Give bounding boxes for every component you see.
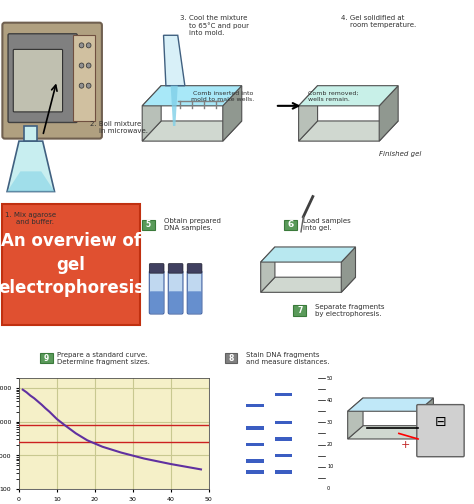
- FancyBboxPatch shape: [168, 271, 183, 314]
- Text: 2. Boil mixture
    in microwave.: 2. Boil mixture in microwave.: [90, 121, 148, 134]
- Text: 8: 8: [228, 354, 234, 363]
- Text: 6: 6: [287, 220, 293, 229]
- Circle shape: [86, 63, 91, 68]
- Polygon shape: [347, 426, 433, 439]
- FancyBboxPatch shape: [274, 470, 292, 474]
- Text: 30: 30: [327, 420, 333, 425]
- Polygon shape: [142, 121, 242, 141]
- Text: Load samples
into gel.: Load samples into gel.: [303, 218, 351, 231]
- Polygon shape: [24, 126, 37, 141]
- Text: 50: 50: [327, 375, 333, 381]
- Polygon shape: [299, 86, 318, 141]
- Polygon shape: [418, 398, 433, 439]
- FancyBboxPatch shape: [274, 420, 292, 424]
- Text: C: C: [192, 320, 197, 325]
- FancyBboxPatch shape: [8, 34, 77, 122]
- Text: 20: 20: [327, 442, 333, 447]
- Polygon shape: [7, 141, 55, 192]
- Polygon shape: [171, 86, 178, 126]
- FancyBboxPatch shape: [150, 291, 164, 313]
- FancyBboxPatch shape: [73, 35, 95, 121]
- Polygon shape: [142, 86, 242, 106]
- Text: 7: 7: [297, 306, 302, 315]
- Text: Comb removed;
wells remain.: Comb removed; wells remain.: [308, 91, 359, 101]
- Text: A: A: [154, 320, 159, 325]
- FancyBboxPatch shape: [2, 23, 102, 139]
- Polygon shape: [347, 398, 363, 439]
- Polygon shape: [261, 277, 356, 292]
- Text: B: B: [173, 320, 178, 325]
- FancyBboxPatch shape: [142, 220, 155, 230]
- FancyBboxPatch shape: [149, 271, 164, 314]
- FancyBboxPatch shape: [246, 459, 264, 463]
- FancyBboxPatch shape: [246, 443, 264, 447]
- FancyBboxPatch shape: [246, 426, 264, 430]
- Polygon shape: [261, 247, 275, 292]
- Polygon shape: [223, 86, 242, 141]
- FancyBboxPatch shape: [169, 291, 182, 313]
- FancyBboxPatch shape: [417, 405, 464, 457]
- Text: 0: 0: [327, 486, 330, 491]
- Text: 40: 40: [327, 398, 333, 403]
- FancyBboxPatch shape: [13, 49, 63, 112]
- FancyBboxPatch shape: [40, 353, 53, 363]
- Text: Finished gel: Finished gel: [379, 151, 421, 157]
- Polygon shape: [347, 398, 433, 411]
- FancyBboxPatch shape: [246, 404, 264, 408]
- FancyBboxPatch shape: [225, 353, 237, 363]
- FancyBboxPatch shape: [293, 305, 306, 316]
- Polygon shape: [299, 86, 398, 106]
- Polygon shape: [164, 35, 185, 86]
- Text: 1. Mix agarose
    and buffer.: 1. Mix agarose and buffer.: [5, 212, 56, 225]
- FancyBboxPatch shape: [274, 437, 292, 441]
- Text: +: +: [401, 440, 410, 450]
- Text: Separate fragments
by electrophoresis.: Separate fragments by electrophoresis.: [315, 304, 385, 318]
- Polygon shape: [299, 121, 398, 141]
- Polygon shape: [261, 247, 356, 262]
- Text: An overview of
gel
electrophoresis: An overview of gel electrophoresis: [0, 232, 144, 297]
- FancyBboxPatch shape: [187, 271, 202, 314]
- Text: 9: 9: [44, 354, 49, 363]
- FancyBboxPatch shape: [284, 220, 297, 230]
- Text: 4. Gel solidified at
    room temperature.: 4. Gel solidified at room temperature.: [341, 15, 417, 28]
- FancyBboxPatch shape: [168, 264, 183, 273]
- Polygon shape: [341, 247, 356, 292]
- FancyBboxPatch shape: [149, 264, 164, 273]
- Text: 10: 10: [327, 464, 333, 469]
- FancyBboxPatch shape: [187, 264, 202, 273]
- FancyBboxPatch shape: [246, 470, 264, 474]
- FancyBboxPatch shape: [188, 291, 201, 313]
- Circle shape: [86, 43, 91, 48]
- Text: Comb inserted into
mold to make wells.: Comb inserted into mold to make wells.: [191, 91, 255, 101]
- FancyBboxPatch shape: [2, 204, 140, 325]
- FancyBboxPatch shape: [274, 454, 292, 458]
- Polygon shape: [379, 86, 398, 141]
- Circle shape: [86, 83, 91, 88]
- Polygon shape: [7, 171, 55, 192]
- Text: Prepare a standard curve.
Determine fragment sizes.: Prepare a standard curve. Determine frag…: [57, 352, 150, 365]
- Text: 3. Cool the mixture
    to 65°C and pour
    into mold.: 3. Cool the mixture to 65°C and pour int…: [180, 15, 249, 36]
- Circle shape: [79, 63, 84, 68]
- Text: Obtain prepared
DNA samples.: Obtain prepared DNA samples.: [164, 218, 220, 231]
- Text: Stain DNA fragments
and measure distances.: Stain DNA fragments and measure distance…: [246, 352, 330, 365]
- Text: ⊟: ⊟: [435, 415, 447, 429]
- Circle shape: [79, 83, 84, 88]
- FancyBboxPatch shape: [274, 393, 292, 397]
- Polygon shape: [142, 86, 161, 141]
- Circle shape: [79, 43, 84, 48]
- Text: 5: 5: [146, 220, 151, 229]
